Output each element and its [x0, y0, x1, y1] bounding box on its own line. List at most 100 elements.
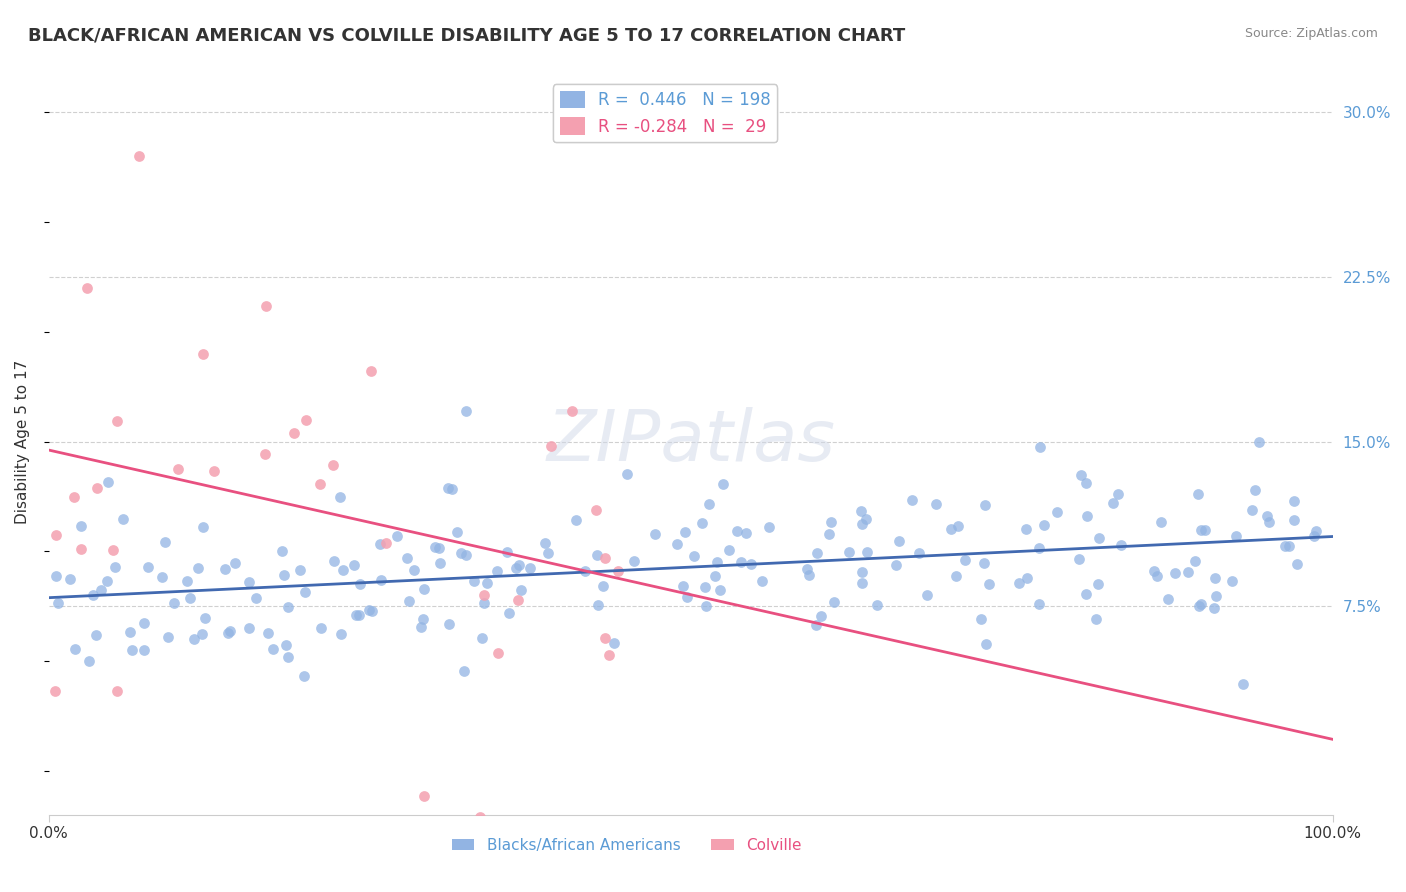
Point [45, 569, 67, 583]
Point [404, 563, 426, 577]
Point [1189, 597, 1212, 611]
Point [810, 609, 832, 624]
Point [1225, 529, 1247, 543]
Point [343, 558, 366, 572]
Point [851, 516, 873, 531]
Point [851, 565, 873, 579]
Point [256, 626, 278, 640]
Point [709, 582, 731, 597]
Point [385, 529, 408, 543]
Point [273, 568, 295, 582]
Point [471, 631, 494, 645]
Point [592, 579, 614, 593]
Point [128, 149, 150, 163]
Point [519, 561, 541, 575]
Point [176, 574, 198, 588]
Point [586, 598, 609, 612]
Point [167, 462, 190, 476]
Point [1074, 476, 1097, 491]
Point [510, 582, 533, 597]
Point [1008, 576, 1031, 591]
Point [734, 526, 756, 541]
Point [1204, 570, 1226, 584]
Point [101, 542, 124, 557]
Point [77, 654, 100, 668]
Point [441, 482, 464, 496]
Point [974, 637, 997, 651]
Point [1046, 505, 1069, 519]
Point [1084, 612, 1107, 626]
Point [76, 281, 98, 295]
Point [1029, 440, 1052, 454]
Point [423, 540, 446, 554]
Point [186, 561, 208, 575]
Point [468, 810, 491, 824]
Point [623, 554, 645, 568]
Point [412, 789, 434, 803]
Point [586, 548, 609, 562]
Point [254, 299, 277, 313]
Point [475, 575, 498, 590]
Point [1164, 566, 1187, 580]
Point [941, 522, 963, 536]
Point [849, 504, 872, 518]
Point [412, 612, 434, 626]
Point [1240, 503, 1263, 517]
Point [456, 548, 478, 562]
Point [673, 525, 696, 540]
Point [70, 542, 93, 557]
Point [453, 664, 475, 678]
Point [1070, 467, 1092, 482]
Point [889, 534, 911, 549]
Point [917, 588, 939, 602]
Point [398, 593, 420, 607]
Point [412, 582, 434, 596]
Point [360, 364, 382, 378]
Point [450, 546, 472, 560]
Point [1015, 571, 1038, 585]
Point [616, 467, 638, 482]
Point [1222, 574, 1244, 589]
Point [946, 518, 969, 533]
Point [96, 574, 118, 588]
Legend: R =  0.446   N = 198, R = -0.284   N =  29: R = 0.446 N = 198, R = -0.284 N = 29 [553, 85, 778, 143]
Point [1033, 518, 1056, 533]
Point [945, 569, 967, 583]
Y-axis label: Disability Age 5 to 17: Disability Age 5 to 17 [15, 359, 30, 524]
Point [349, 577, 371, 591]
Point [107, 684, 129, 698]
Point [1232, 677, 1254, 691]
Point [330, 627, 353, 641]
Text: ZIPatlas: ZIPatlas [547, 407, 835, 476]
Point [191, 520, 214, 534]
Point [238, 621, 260, 635]
Point [703, 568, 725, 582]
Point [1087, 577, 1109, 591]
Point [45, 528, 67, 542]
Point [437, 481, 460, 495]
Point [1188, 599, 1211, 613]
Point [1204, 601, 1226, 615]
Point [644, 527, 666, 541]
Point [84, 628, 107, 642]
Point [486, 564, 509, 578]
Point [254, 447, 277, 461]
Point [740, 558, 762, 572]
Point [607, 564, 630, 578]
Point [973, 498, 995, 512]
Point [361, 604, 384, 618]
Point [730, 555, 752, 569]
Point [1150, 515, 1173, 529]
Point [429, 541, 451, 555]
Point [564, 513, 586, 527]
Point [603, 635, 626, 649]
Point [796, 562, 818, 576]
Point [666, 537, 689, 551]
Point [697, 497, 720, 511]
Point [271, 543, 294, 558]
Point [134, 616, 156, 631]
Point [1187, 487, 1209, 501]
Point [486, 646, 509, 660]
Point [463, 574, 485, 588]
Text: BLACK/AFRICAN AMERICAN VS COLVILLE DISABILITY AGE 5 TO 17 CORRELATION CHART: BLACK/AFRICAN AMERICAN VS COLVILLE DISAB… [28, 27, 905, 45]
